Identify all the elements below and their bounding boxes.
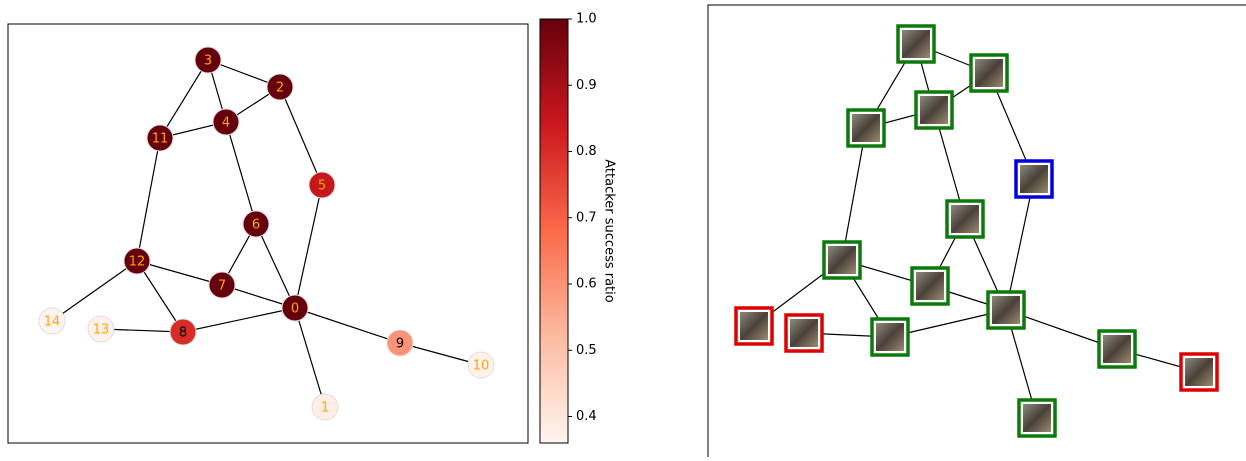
node-label: 1	[321, 401, 329, 416]
node-image	[790, 319, 818, 347]
node	[281, 294, 309, 322]
node	[308, 171, 336, 199]
node-image	[992, 296, 1020, 324]
node-image	[920, 96, 948, 124]
node	[386, 329, 414, 357]
colorbar-label: Attacker success ratio	[602, 159, 617, 303]
edge	[294, 307, 326, 408]
node-label: 4	[222, 116, 230, 131]
edge	[136, 137, 161, 262]
node-label: 11	[152, 132, 169, 147]
node	[194, 46, 222, 74]
node-label: 2	[276, 81, 284, 96]
edge	[1005, 178, 1035, 311]
edge	[225, 121, 257, 225]
node-image	[916, 272, 944, 300]
node-image	[852, 114, 880, 142]
node-label: 3	[204, 54, 212, 69]
edge	[399, 342, 482, 366]
node	[146, 124, 174, 152]
node	[87, 315, 115, 343]
colorbar-tick-label: 0.4	[576, 409, 597, 424]
node-label: 5	[318, 179, 326, 194]
right-frame	[707, 4, 1246, 461]
node	[169, 318, 197, 346]
edge	[136, 260, 223, 286]
colorbar-tick-label: 1.0	[576, 12, 597, 27]
node	[38, 307, 66, 335]
node-image	[740, 312, 768, 340]
edge	[255, 223, 296, 309]
node-image	[1023, 404, 1051, 432]
node-image	[1185, 358, 1213, 386]
edge	[294, 184, 323, 309]
node-image	[828, 246, 856, 274]
node	[123, 247, 151, 275]
left-frame	[7, 23, 529, 444]
edge	[182, 307, 296, 333]
colorbar-tick-label: 0.6	[576, 277, 597, 292]
node-image	[951, 205, 979, 233]
edge	[100, 328, 184, 333]
colorbar-tick-label: 0.9	[576, 78, 597, 93]
node-label: 13	[93, 323, 110, 338]
node-image	[902, 30, 930, 58]
node-label: 10	[473, 359, 490, 374]
edge	[294, 307, 401, 344]
edge	[279, 86, 323, 186]
colorbar	[539, 18, 569, 444]
node-label: 9	[396, 337, 404, 352]
colorbar-tick-label: 0.8	[576, 144, 597, 159]
node-image	[975, 59, 1003, 87]
node	[212, 108, 240, 136]
node-label: 7	[218, 279, 226, 294]
node	[208, 271, 236, 299]
node-label: 8	[179, 326, 187, 341]
colorbar-tick-label: 0.5	[576, 343, 597, 358]
node	[467, 351, 495, 379]
node	[242, 210, 270, 238]
node-label: 12	[129, 255, 146, 270]
node-label: 6	[252, 218, 260, 233]
node-label: 0	[291, 302, 299, 317]
edge	[51, 260, 138, 322]
node-image	[1020, 165, 1048, 193]
node	[311, 393, 339, 421]
edge	[136, 260, 184, 333]
edge	[159, 59, 209, 139]
node	[266, 73, 294, 101]
node-image	[876, 323, 904, 351]
node-image	[1103, 335, 1131, 363]
edge	[841, 127, 867, 261]
node-label: 14	[44, 315, 61, 330]
colorbar-tick-label: 0.7	[576, 210, 597, 225]
